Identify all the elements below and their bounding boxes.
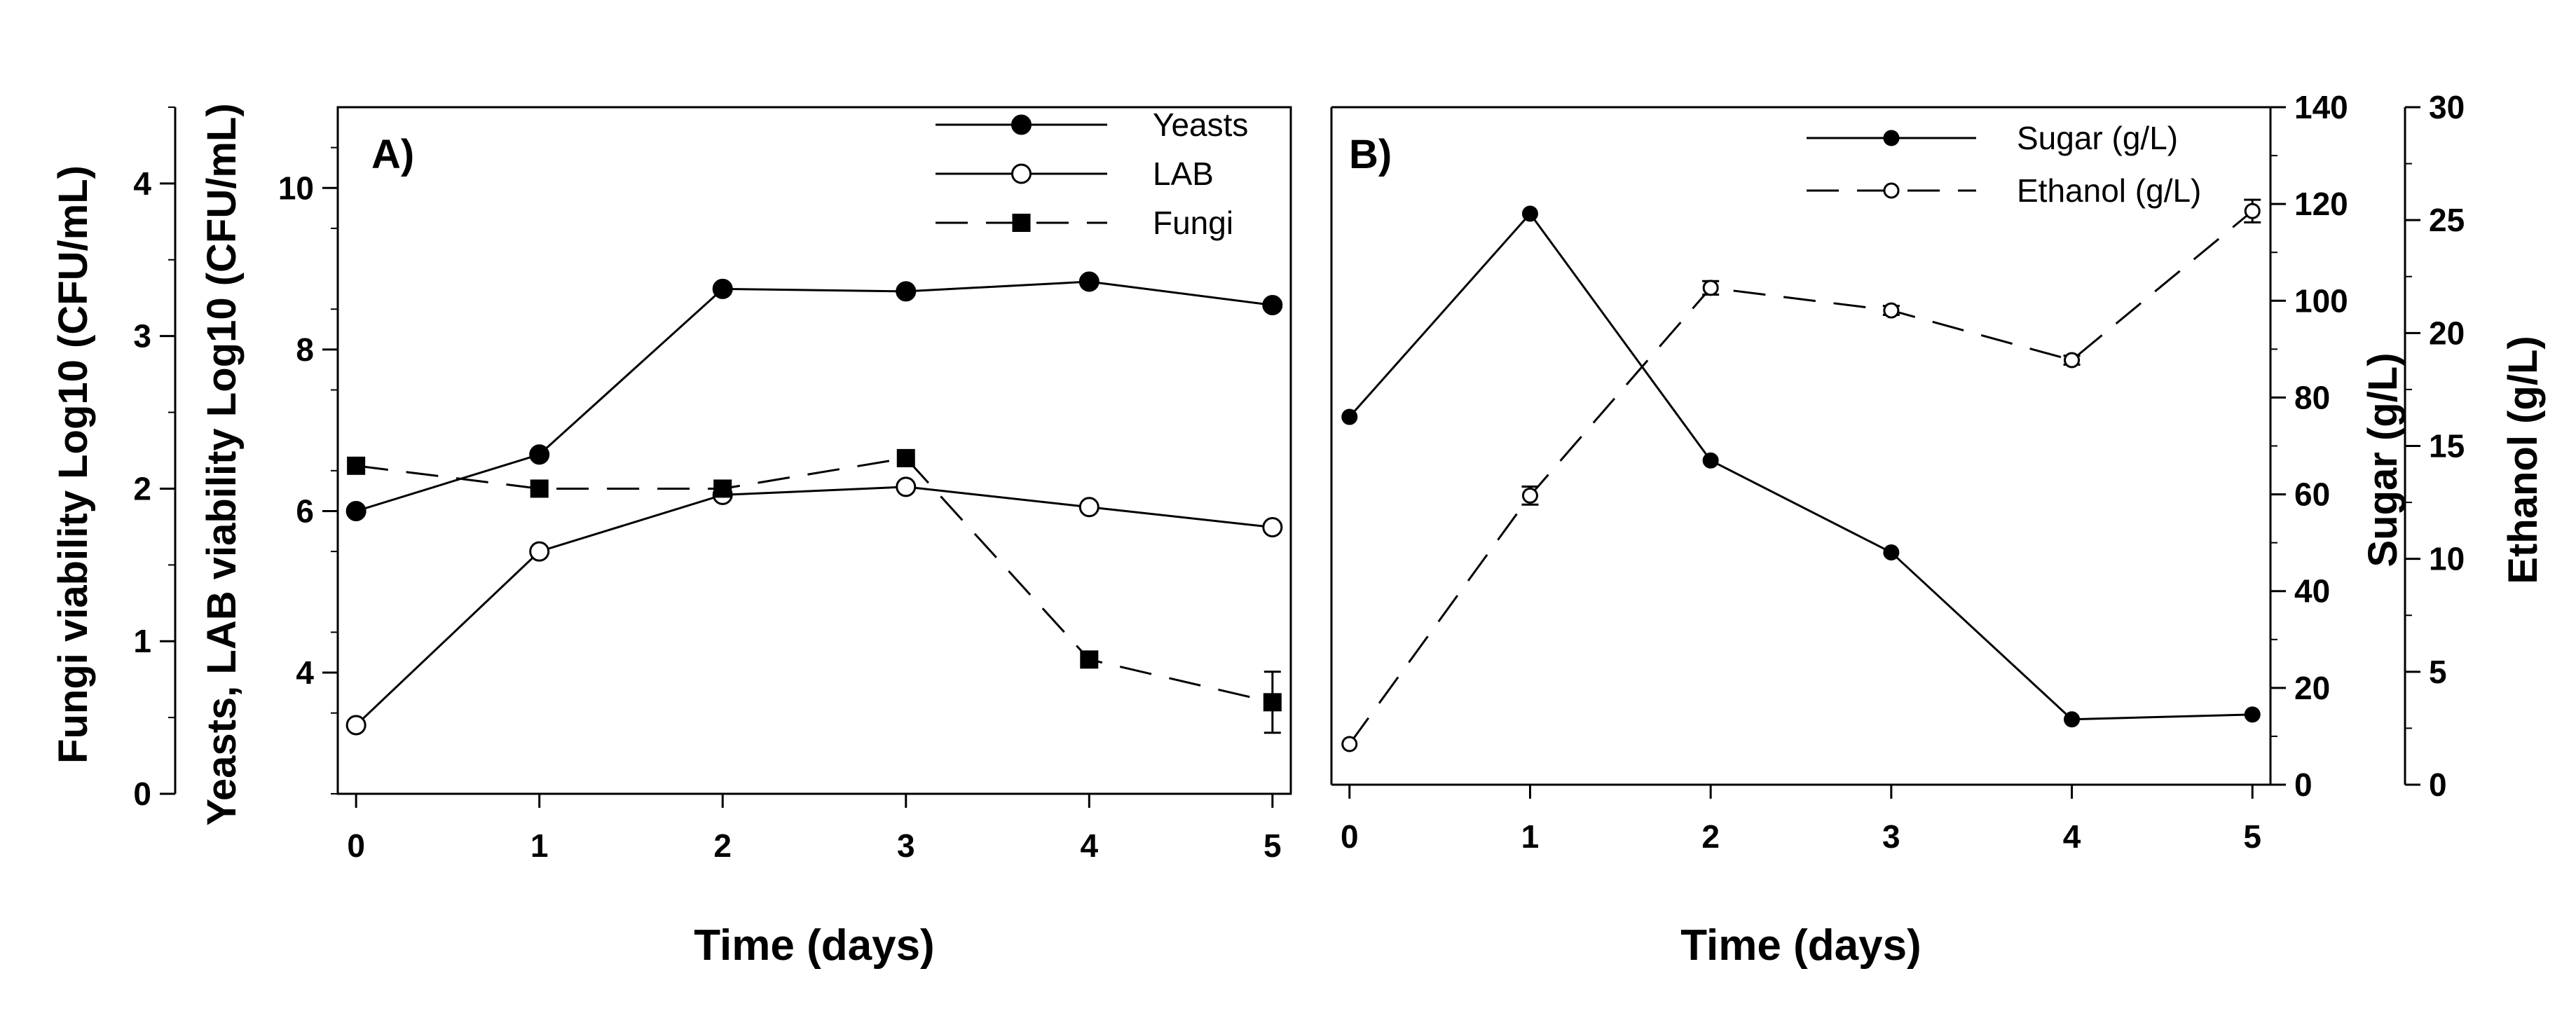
sugar-axis-tick-label: 0 <box>2294 766 2313 803</box>
lab-point <box>529 541 550 562</box>
x-tick-label: 5 <box>2243 818 2261 855</box>
panel-label: A) <box>371 132 414 177</box>
fungi-point <box>530 479 549 498</box>
sugar-g-l-point <box>2244 706 2261 723</box>
legend-ethanol-g-l-label: Ethanol (g/L) <box>2017 172 2201 209</box>
x-tick-label: 4 <box>2063 818 2081 855</box>
sugar-g-l-point <box>2064 711 2081 728</box>
lab-point <box>345 715 366 736</box>
ethanol-axis-tick-label: 30 <box>2429 89 2465 125</box>
ethanol-g-l-point <box>2244 202 2261 219</box>
ethanol-axis-tick-label: 5 <box>2429 654 2447 690</box>
ethanol-axis-title: Ethanol (g/L) <box>2500 336 2546 584</box>
sugar-axis-tick-label: 100 <box>2294 282 2348 319</box>
y-axis-tick-label: 6 <box>296 493 314 529</box>
y-axis-tick-label: 8 <box>296 331 314 368</box>
x-tick-label: 0 <box>1341 818 1359 855</box>
x-tick-label: 5 <box>1263 827 1282 864</box>
ethanol-g-l-point <box>1341 736 1358 752</box>
lab-point <box>1078 497 1099 518</box>
x-tick-label: 2 <box>713 827 732 864</box>
legend-lab-label: LAB <box>1153 156 1214 192</box>
lab-series-line <box>355 486 1273 727</box>
legend-yeasts-marker <box>1011 114 1032 135</box>
ethanol-axis-tick-label: 10 <box>2429 541 2465 577</box>
x-tick-label: 3 <box>1882 818 1900 855</box>
fungi-axis-tick-label: 3 <box>133 318 151 355</box>
legend-ethanol-g-l-marker <box>1883 182 1900 199</box>
y-axis-tick-label: 10 <box>278 170 314 206</box>
fungi-axis-tick-label: 2 <box>133 470 151 507</box>
x-tick-label: 0 <box>347 827 365 864</box>
yeasts-point <box>1262 294 1283 315</box>
legend-lab-marker <box>1011 163 1032 184</box>
fungi-point <box>1080 650 1099 669</box>
yeasts-point <box>712 278 733 299</box>
legend-fungi-marker <box>1012 214 1031 232</box>
x-tick-label: 1 <box>530 827 549 864</box>
lab-point <box>1262 517 1283 538</box>
x-tick-label: 1 <box>1521 818 1540 855</box>
ethanol-g-l-point <box>1702 280 1719 296</box>
fungi-point <box>896 448 915 467</box>
fungi-axis-title: Fungi viability Log10 (CFU/mL) <box>50 165 96 764</box>
lab-point <box>896 476 917 497</box>
legend-sugar-g-l-marker <box>1883 130 1900 146</box>
fungi-series-line <box>355 457 1273 703</box>
sugar-axis-tick-label: 60 <box>2294 476 2330 513</box>
ethanol-axis-tick-label: 25 <box>2429 202 2465 238</box>
x-tick-label: 2 <box>1701 818 1720 855</box>
sugar-axis-title: Sugar (g/L) <box>2360 352 2406 567</box>
x-axis-title: Time (days) <box>694 921 934 970</box>
panel-a: 0 1 2 3 4 5 Time (days) 4 6 8 10 0 1 2 3 4 Fungi viabili… <box>50 103 1292 970</box>
plot-frame <box>336 106 1292 795</box>
legend-yeasts-label: Yeasts <box>1153 106 1248 143</box>
ethanol-g-l-point <box>1883 302 1900 319</box>
legend-fungi-label: Fungi <box>1153 205 1233 241</box>
legend-sugar-g-l-label: Sugar (g/L) <box>2017 120 2178 156</box>
yeasts-point <box>1078 271 1099 292</box>
panel-label: B) <box>1349 132 1392 177</box>
sugar-g-l-series-line <box>1348 212 2253 721</box>
sugar-g-l-point <box>1702 452 1719 469</box>
ethanol-axis-tick-label: 20 <box>2429 315 2465 351</box>
x-axis-title: Time (days) <box>1680 921 1921 970</box>
x-tick-label: 4 <box>1081 827 1099 864</box>
y-axis-tick-label: 4 <box>296 654 314 691</box>
yeasts-point <box>529 444 550 465</box>
ethanol-g-l-point <box>1521 487 1538 504</box>
yeasts-point <box>896 281 917 302</box>
yeasts-point <box>345 500 366 521</box>
ethanol-axis-tick-label: 15 <box>2429 428 2465 465</box>
yeasts-series-line <box>355 280 1273 512</box>
x-tick-label: 3 <box>897 827 915 864</box>
fungi-axis-tick-label: 1 <box>133 623 151 659</box>
sugar-axis-tick-label: 80 <box>2294 379 2330 415</box>
fungi-point <box>347 456 366 475</box>
fungi-axis-tick-label: 0 <box>133 776 151 812</box>
ethanol-g-l-series-line <box>1348 210 2254 745</box>
sugar-axis-tick-label: 120 <box>2294 186 2348 222</box>
fungi-axis-tick-label: 4 <box>133 165 151 202</box>
fungi-point <box>713 479 732 498</box>
fungi-point <box>1263 693 1282 712</box>
sugar-axis-tick-label: 20 <box>2294 670 2330 706</box>
sugar-axis-tick-label: 140 <box>2294 89 2348 125</box>
sugar-g-l-point <box>1883 544 1900 560</box>
ethanol-axis-tick-label: 0 <box>2429 766 2447 803</box>
ethanol-g-l-point <box>2064 352 2081 369</box>
sugar-axis-tick-label: 40 <box>2294 573 2330 610</box>
sugar-g-l-point <box>1521 205 1538 222</box>
y-axis-title: Yeasts, LAB viability Log10 (CFU/mL) <box>199 103 245 825</box>
sugar-g-l-point <box>1341 408 1358 425</box>
